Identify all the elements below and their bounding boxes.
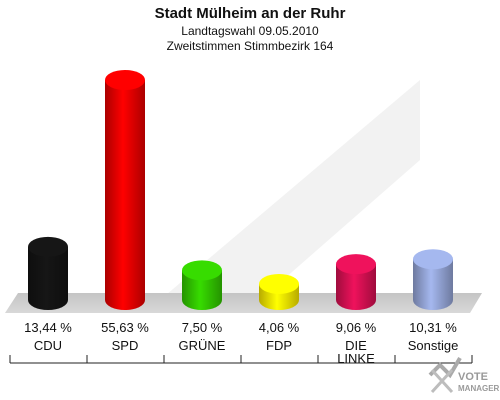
category-label: CDU [34,338,62,353]
bar-top [413,249,453,270]
value-label: 13,44 % [24,320,72,335]
chart-subtitle-1: Landtagswahl 09.05.2010 [181,24,319,38]
value-label: 4,06 % [259,320,300,335]
category-label: Sonstige [408,338,459,353]
category-label: LINKE [337,351,375,366]
bar-top [336,254,376,275]
bar-body [105,80,145,310]
value-label: 10,31 % [409,320,457,335]
value-label: 9,06 % [336,320,377,335]
checkmark-x-icon [428,356,462,394]
category-label: GRÜNE [179,338,226,353]
chart-title: Stadt Mülheim an der Ruhr [155,5,346,22]
bar [413,249,453,310]
bar [336,254,376,310]
bar [259,273,299,310]
chart-subtitle-2: Zweitstimmen Stimmbezirk 164 [167,39,334,53]
bar [28,236,68,310]
bar-body [28,246,68,310]
x-axis [9,355,473,364]
bar-body [182,270,222,310]
value-labels-group: 13,44 % 55,63 % 7,50 % 4,06 % 9,06 % 10,31 % [24,320,457,335]
bar-top [28,236,68,257]
watermark-line1: VOTE [458,371,488,383]
bar-body [336,264,376,310]
vote-manager-logo: VOTE MANAGER [428,356,500,394]
bar-top [259,273,299,294]
bar-top [105,70,145,90]
watermark-line2: MANAGER [458,384,500,393]
category-label: SPD [112,338,139,353]
value-label: 55,63 % [101,320,149,335]
value-label: 7,50 % [182,320,223,335]
x-axis-separators [9,355,473,363]
bar [105,70,145,310]
bar-top [182,260,222,281]
bar [182,260,222,310]
category-label: FDP [266,338,292,353]
category-label: DIE [345,338,367,353]
floor-plane [5,293,482,313]
bars-group [28,70,453,310]
bar-body [413,259,453,310]
background-diagonal [160,80,420,300]
